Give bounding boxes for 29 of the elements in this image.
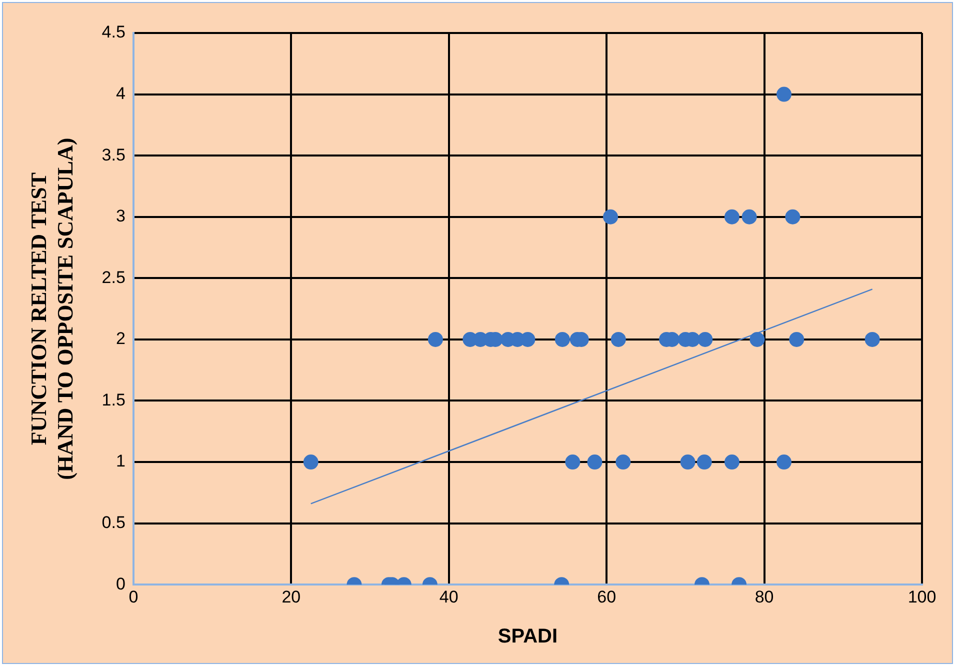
point [724,209,740,224]
y-axis-title: FUNCTION RELTED TEST (HAND TO OPPOSITE SCAPULA) [26,138,78,480]
y-tick-label: 4 [116,84,126,103]
y-tick-label: 2.5 [102,268,126,287]
y-tick-label: 1.5 [102,390,126,410]
x-tick-label: 40 [439,587,458,606]
y-tick-label: 0 [116,574,126,594]
point [742,209,757,224]
y-tick-label: 2 [116,329,126,348]
y-tick-label: 0.5 [102,513,126,532]
point [610,332,626,347]
point [785,209,800,224]
x-tick-label: 80 [754,587,774,606]
y-tick-label: 1 [116,452,126,471]
y-tick-label: 4.5 [102,22,126,42]
x-tick-label: 20 [282,587,301,606]
point [750,332,765,347]
x-tick-label: 0 [128,587,138,606]
point [864,332,880,347]
point [428,332,443,347]
point [698,332,713,347]
x-tick-label: 60 [597,587,616,606]
y-tick-label: 3.5 [102,145,126,164]
point [789,332,804,347]
point [603,209,618,224]
y-tick-label: 3 [116,206,126,226]
x-tick-label: 100 [908,587,936,606]
x-axis-title: SPADI [498,626,558,648]
point [554,332,570,347]
